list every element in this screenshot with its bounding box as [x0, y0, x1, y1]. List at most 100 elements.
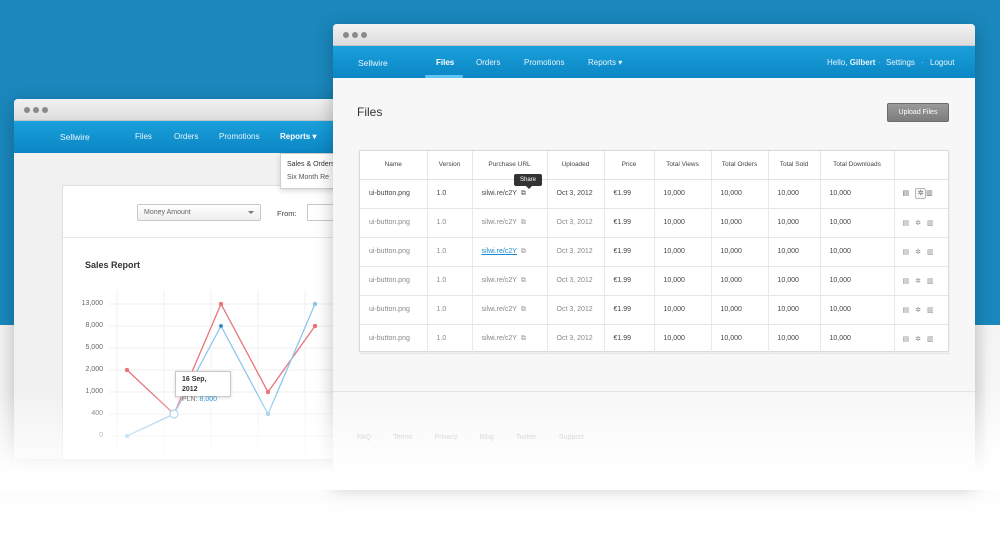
file-icon[interactable]: ▤ — [902, 277, 916, 285]
table-row[interactable]: ui-button.png 1.0 silwi.re/c2Y ⧉ Oct 3, 2012… — [360, 237, 950, 267]
window-dot[interactable] — [24, 107, 30, 113]
col-total-downloads[interactable]: Total Downloads — [820, 151, 895, 180]
nav-reports[interactable]: Reports ▾ — [588, 58, 623, 67]
col-name[interactable]: Name — [360, 151, 428, 180]
external-link-icon[interactable]: ⧉ — [520, 247, 526, 255]
chevron-down-icon — [248, 211, 254, 214]
gear-icon[interactable]: ✲ — [915, 188, 927, 199]
col-total-orders[interactable]: Total Orders — [711, 151, 769, 180]
footer-link-terms[interactable]: Terms — [393, 434, 413, 441]
table-row[interactable]: ui-button.png 1.0 silwi.re/c2Y ⧉ Oct 3, 2012… — [360, 179, 950, 209]
cell-version: 1.0 — [427, 208, 473, 238]
nav-reports[interactable]: Reports ▾ — [280, 132, 317, 141]
table-row[interactable]: ui-button.png 1.0 silwi.re/c2Y ⧉ Oct 3, 2012… — [360, 208, 950, 238]
external-link-icon[interactable]: ⧉ — [520, 276, 526, 284]
cell-name: ui-button.png — [360, 208, 428, 238]
nav-files[interactable]: Files — [436, 58, 455, 67]
gear-icon[interactable]: ✲ — [915, 219, 927, 227]
footer-link-support[interactable]: Support — [558, 434, 584, 441]
nav-orders[interactable]: Orders — [476, 58, 501, 67]
col-uploaded[interactable]: Uploaded — [547, 151, 605, 180]
logout-link[interactable]: Logout — [930, 58, 955, 67]
data-point[interactable] — [124, 367, 130, 373]
cell-total-views: 10,000 — [654, 295, 712, 325]
data-point[interactable] — [169, 409, 179, 419]
window-dot[interactable] — [343, 32, 349, 38]
file-icon[interactable]: ▤ — [902, 219, 916, 227]
col-total-sold[interactable]: Total Sold — [768, 151, 821, 180]
file-icon[interactable]: ▤ — [902, 306, 916, 314]
files-table: Name Version Purchase URL Uploaded Price… — [360, 151, 950, 354]
table-row[interactable]: ui-button.png 1.0 silwi.re/c2Y ⧉ Oct 3, 2012… — [360, 295, 950, 325]
cell-version: 1.0 — [427, 295, 473, 325]
external-link-icon[interactable]: ⧉ — [520, 305, 526, 313]
cell-purchase-url[interactable]: silwi.re/c2Y ⧉ — [472, 295, 548, 325]
footer-link-blog[interactable]: Blog — [479, 434, 494, 441]
chart-tooltip: 16 Sep, 2012 PLN: 8,000 — [175, 371, 231, 403]
footer-link-faq[interactable]: FAQ — [357, 434, 372, 441]
file-icon[interactable]: ▤ — [902, 190, 916, 197]
trash-icon[interactable]: ▥ — [927, 335, 940, 343]
data-point[interactable] — [124, 433, 130, 439]
row-actions: ▤✲▥ — [894, 266, 950, 296]
nav-files[interactable]: Files — [135, 132, 152, 141]
data-point[interactable] — [218, 323, 224, 329]
trash-icon[interactable]: ▥ — [927, 248, 940, 256]
metric-select[interactable]: Money Amount — [137, 204, 261, 221]
data-point[interactable] — [312, 323, 318, 329]
col-total-views[interactable]: Total Views — [654, 151, 712, 180]
gear-icon[interactable]: ✲ — [915, 335, 927, 343]
external-link-icon[interactable]: ⧉ — [520, 189, 526, 197]
table-row[interactable]: ui-button.png 1.0 silwi.re/c2Y ⧉ Oct 3, 2012… — [360, 266, 950, 296]
footer-link-twitter[interactable]: Twitter — [515, 434, 537, 441]
nav-orders[interactable]: Orders — [174, 132, 199, 141]
y-tick: 1,000 — [85, 388, 103, 395]
trash-icon[interactable]: ▥ — [927, 277, 940, 285]
data-point[interactable] — [312, 301, 318, 307]
external-link-icon[interactable]: ⧉ — [520, 334, 526, 342]
trash-icon[interactable]: ▥ — [927, 306, 940, 314]
file-icon[interactable]: ▤ — [902, 335, 916, 343]
data-point[interactable] — [218, 301, 224, 307]
external-link-icon[interactable]: ⧉ — [520, 218, 526, 226]
window-dot[interactable] — [352, 32, 358, 38]
y-tick: 13,000 — [81, 300, 103, 307]
gear-icon[interactable]: ✲ — [915, 306, 927, 314]
cell-uploaded: Oct 3, 2012 — [547, 324, 605, 354]
cell-purchase-url[interactable]: silwi.re/c2Y ⧉ — [472, 237, 548, 267]
cell-name: ui-button.png — [360, 237, 428, 267]
nav-promotions[interactable]: Promotions — [524, 58, 565, 67]
y-tick: 5,000 — [85, 344, 103, 351]
footer-link-privacy[interactable]: Privacy — [434, 434, 458, 441]
trash-icon[interactable]: ▥ — [927, 219, 940, 227]
chevron-down-icon: ▾ — [312, 132, 317, 141]
files-window: Sellwire Files Orders Promotions Reports… — [333, 24, 975, 483]
dropdown-item-sales-orders[interactable]: Sales & Orders — [287, 161, 335, 168]
brand[interactable]: Sellwire — [358, 58, 388, 68]
cell-version: 1.0 — [427, 266, 473, 296]
data-point[interactable] — [265, 411, 271, 417]
file-icon[interactable]: ▤ — [902, 248, 916, 256]
gear-icon[interactable]: ✲ — [915, 277, 927, 285]
dropdown-item-six-month[interactable]: Six Month Re — [287, 174, 330, 181]
cell-purchase-url[interactable]: silwi.re/c2Y ⧉ — [472, 208, 548, 238]
data-point[interactable] — [265, 389, 271, 395]
window-dot[interactable] — [33, 107, 39, 113]
cell-purchase-url[interactable]: silwi.re/c2Y ⧉ — [472, 266, 548, 296]
brand[interactable]: Sellwire — [60, 132, 90, 142]
settings-link[interactable]: Settings — [886, 58, 915, 67]
col-version[interactable]: Version — [427, 151, 473, 180]
table-row[interactable]: ui-button.png 1.0 silwi.re/c2Y ⧉ Oct 3, 2012… — [360, 324, 950, 354]
nav-separator: · — [878, 58, 881, 67]
upload-files-button[interactable]: Upload Files — [887, 103, 949, 122]
col-price[interactable]: Price — [604, 151, 655, 180]
window-dot[interactable] — [361, 32, 367, 38]
user-greeting: Hello, Gilbert — [827, 58, 876, 67]
nav-promotions[interactable]: Promotions — [219, 132, 260, 141]
gear-icon[interactable]: ✲ — [915, 248, 927, 256]
cell-total-orders: 10,000 — [711, 266, 769, 296]
window-dot[interactable] — [42, 107, 48, 113]
cell-purchase-url[interactable]: silwi.re/c2Y ⧉ — [472, 324, 548, 354]
trash-icon[interactable]: ▥ — [926, 190, 939, 197]
cell-version: 1.0 — [427, 324, 473, 354]
